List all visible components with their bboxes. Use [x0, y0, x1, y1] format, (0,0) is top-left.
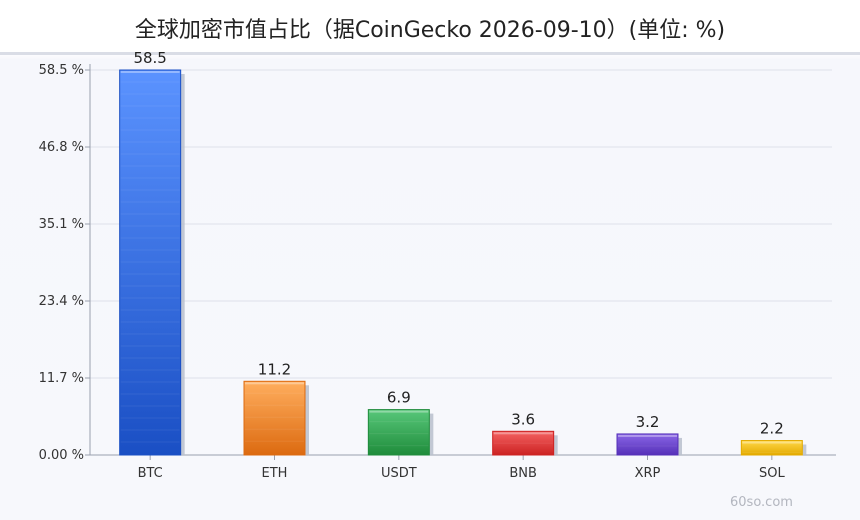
bar-xrp [616, 433, 679, 456]
y-tick-label: 46.8 % [39, 140, 84, 155]
y-tick-label: 35.1 % [39, 217, 84, 232]
x-tick-label: XRP [635, 466, 661, 481]
x-tick-label: BTC [138, 466, 163, 481]
y-tick-label: 23.4 % [39, 294, 84, 309]
bar-highlight [493, 432, 553, 435]
y-tick-label: 11.7 % [39, 371, 84, 386]
axes [85, 64, 836, 460]
bar-highlight [369, 410, 429, 413]
value-label: 3.6 [511, 410, 535, 428]
bar-eth [243, 380, 306, 456]
value-label: 58.5 [133, 49, 166, 67]
value-label: 3.2 [636, 413, 660, 431]
x-tick-label: USDT [381, 466, 417, 481]
y-tick-label: 58.5 % [39, 63, 84, 78]
value-label: 11.2 [258, 360, 291, 378]
value-label: 2.2 [760, 420, 784, 438]
labels: 0.00 % 11.7 % 23.4 % 35.1 % 46.8 % 58.5 % 58.5… [39, 49, 786, 481]
x-tick-label: SOL [759, 466, 785, 481]
grid-lines [90, 69, 832, 379]
x-tick-label: BNB [509, 466, 537, 481]
bar-highlight [120, 71, 180, 73]
bar-usdt [367, 409, 430, 456]
title-divider [0, 52, 860, 55]
bar-highlight [618, 434, 677, 437]
value-label: 6.9 [387, 389, 411, 407]
watermark-text: 60so.com [730, 495, 793, 510]
bar-btc [119, 69, 182, 456]
bar-highlight [742, 441, 802, 444]
chart-title: 全球加密市值占比（据CoinGecko 2026-09-10）(单位: %) [134, 18, 726, 43]
bar-sol [740, 440, 803, 456]
bar-highlight [245, 382, 304, 385]
x-tick-label: ETH [262, 466, 288, 481]
bars [119, 69, 807, 456]
bar-bnb [492, 430, 555, 456]
y-tick-label: 0.00 % [39, 448, 84, 463]
